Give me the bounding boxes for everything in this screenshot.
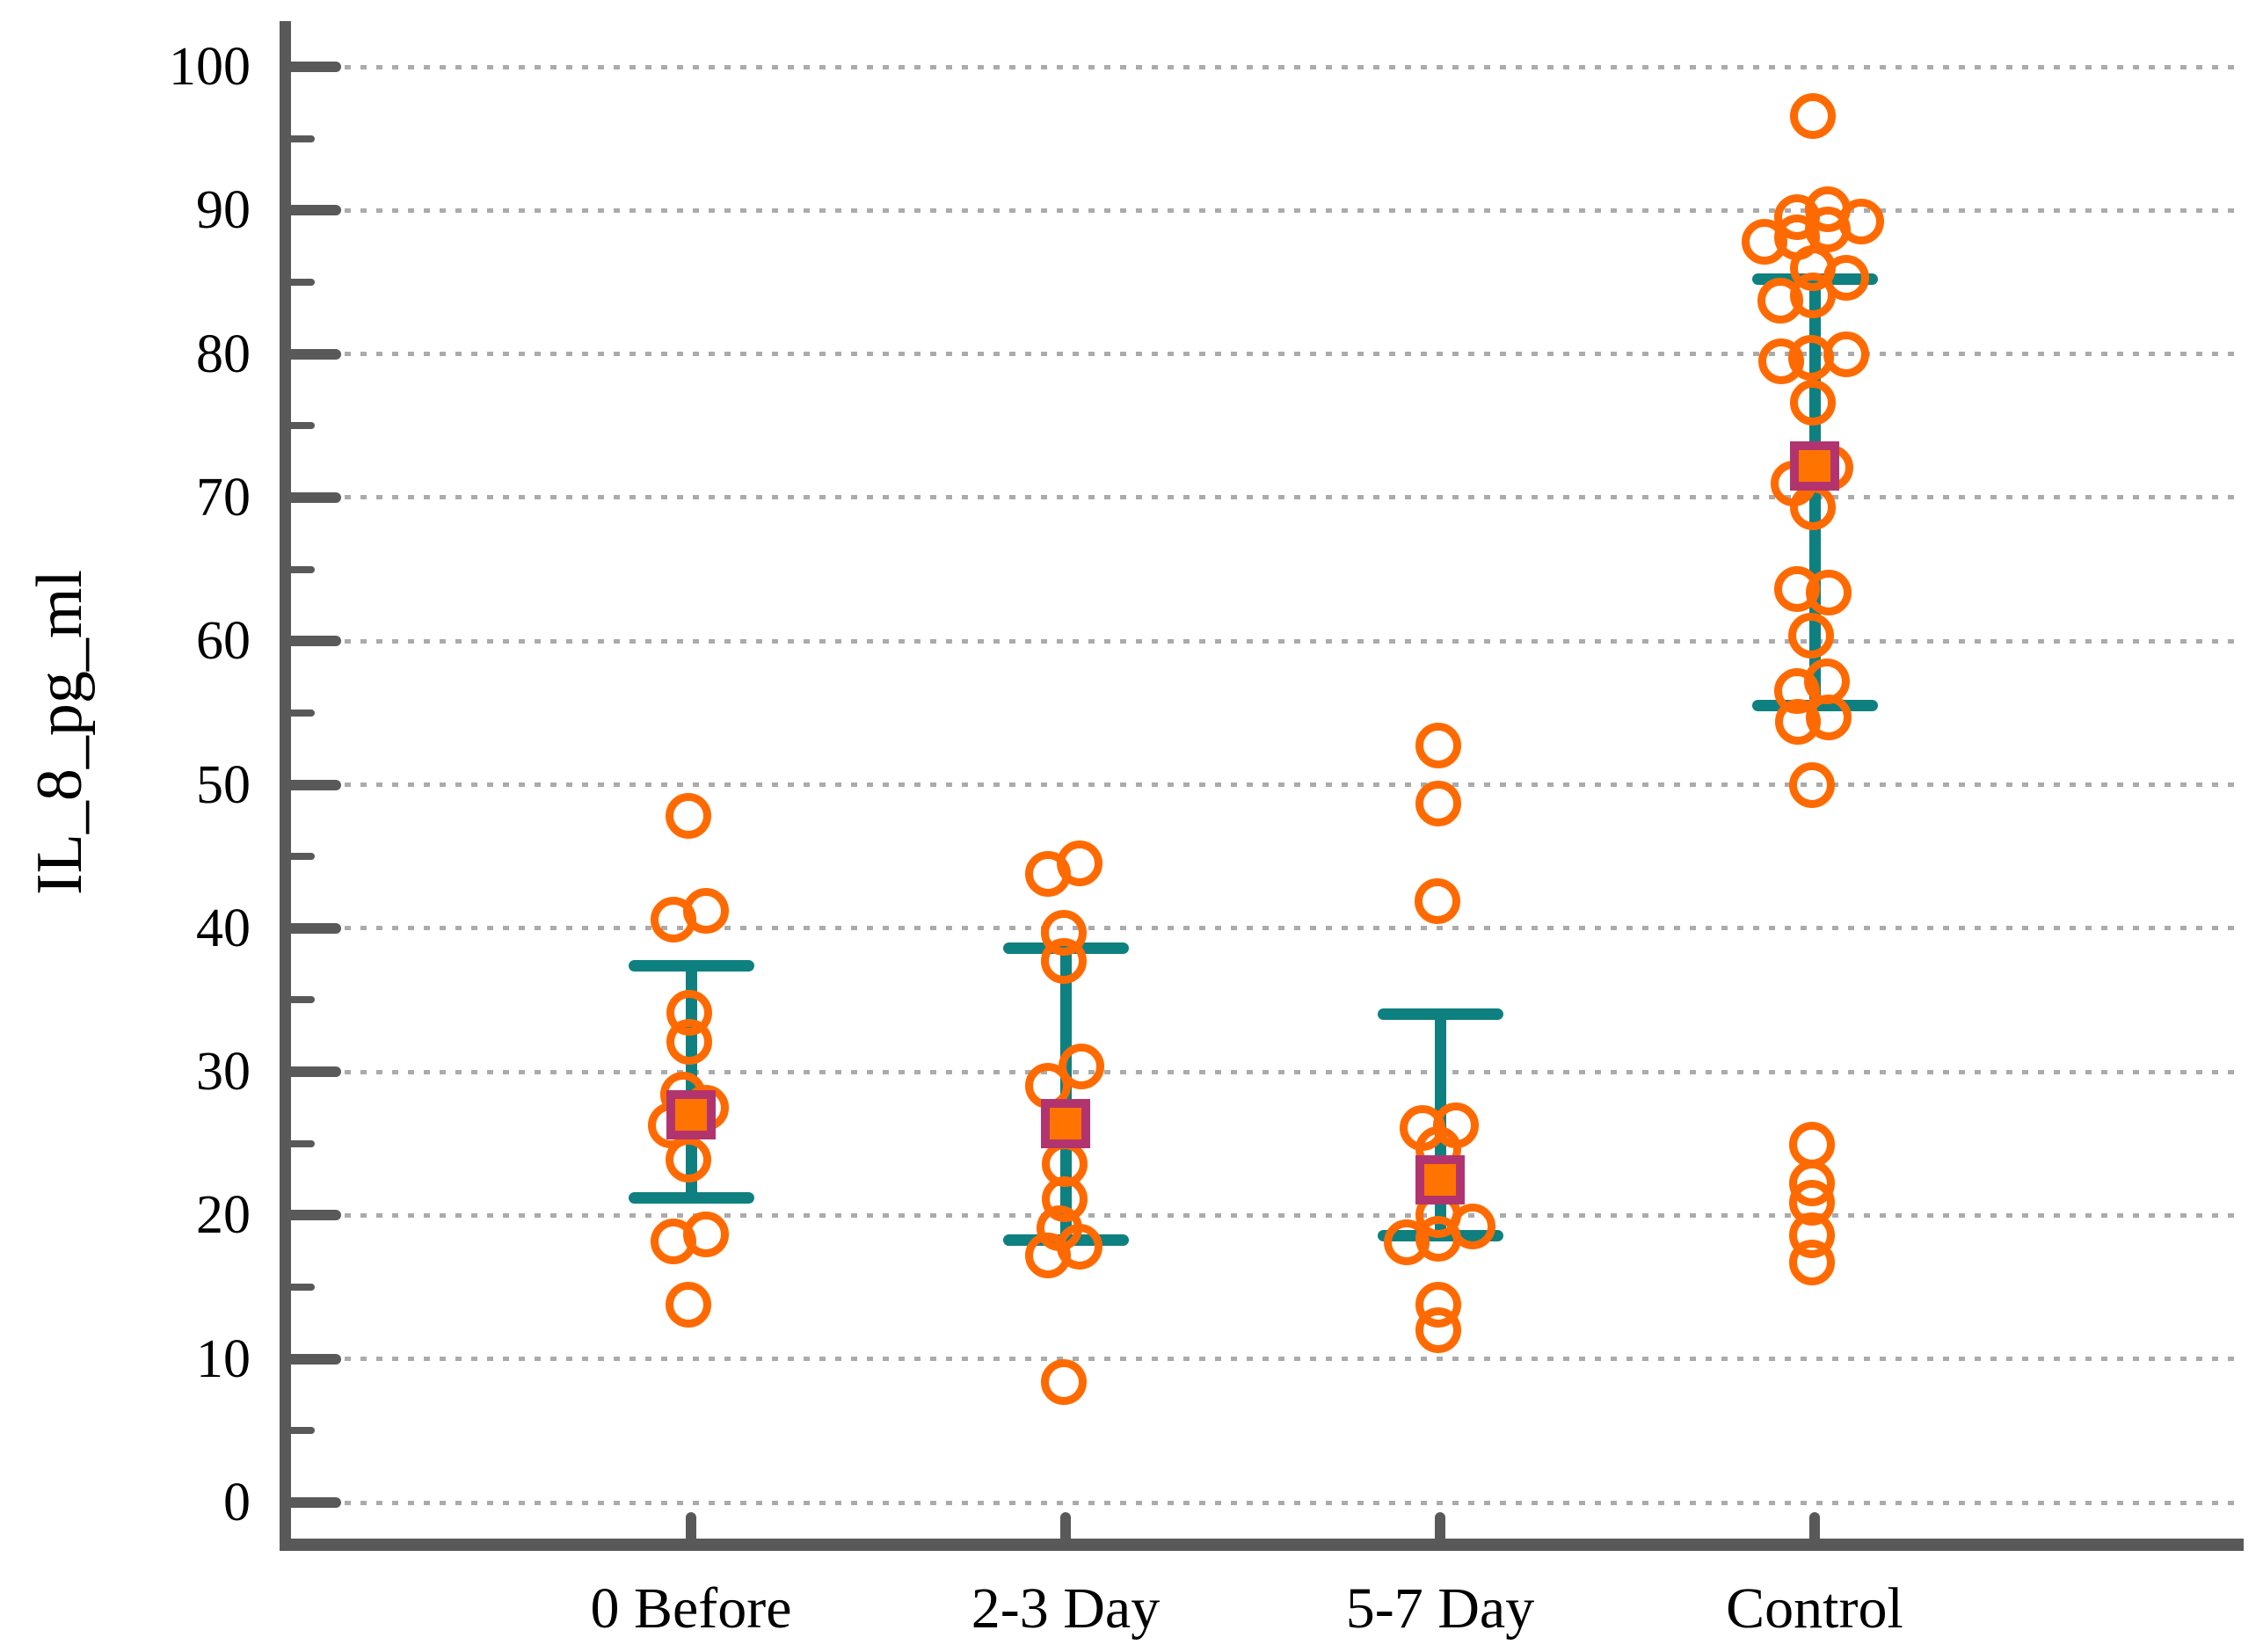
y-gridline [345, 782, 2238, 787]
y-major-tick [280, 1353, 341, 1365]
data-point-circle [1757, 278, 1803, 324]
y-tick-label: 70 [196, 467, 251, 528]
mean-square [1041, 1098, 1090, 1148]
y-major-tick [280, 1497, 341, 1508]
y-minor-tick [280, 422, 315, 430]
y-minor-tick [280, 996, 315, 1004]
data-point-circle [1041, 1358, 1087, 1405]
y-gridline [345, 64, 2238, 69]
mean-square [666, 1090, 716, 1140]
whisker-cap [628, 1192, 754, 1204]
whisker-cap [628, 959, 754, 972]
y-tick-label: 60 [196, 611, 251, 672]
data-point-circle [1789, 761, 1835, 808]
data-point-circle [1025, 850, 1071, 897]
x-major-tick [686, 1512, 696, 1539]
data-point-circle [1806, 569, 1852, 615]
data-point-circle [1742, 219, 1787, 266]
data-point-circle [1059, 1043, 1104, 1089]
y-gridline [345, 1069, 2238, 1074]
data-point-circle [1415, 877, 1460, 924]
data-point-circle [651, 897, 696, 942]
y-gridline [345, 638, 2238, 644]
category-label: 0 Before [590, 1576, 792, 1641]
y-major-tick [280, 779, 341, 790]
data-point-circle [1788, 612, 1834, 659]
y-tick-label: 10 [196, 1328, 251, 1389]
y-major-tick [280, 636, 341, 647]
data-point-circle [1790, 380, 1836, 426]
data-point-circle [651, 1218, 696, 1264]
y-major-tick [280, 922, 341, 934]
y-gridline [345, 926, 2238, 931]
y-major-tick [280, 62, 341, 72]
data-point-circle [1041, 938, 1087, 985]
y-tick-label: 20 [196, 1185, 251, 1246]
y-major-tick [280, 1210, 341, 1221]
whisker-cap [1377, 1008, 1503, 1021]
category-label: Control [1726, 1576, 1903, 1641]
y-minor-tick [280, 853, 315, 861]
data-point-circle [1775, 698, 1821, 745]
y-minor-tick [280, 278, 315, 286]
y-minor-tick [280, 135, 315, 142]
x-major-tick [1809, 1512, 1820, 1539]
y-axis-line [280, 21, 291, 1551]
y-tick-label: 50 [196, 754, 251, 815]
data-point-circle [1790, 92, 1836, 139]
data-point-circle [666, 1018, 712, 1065]
data-point-circle [1758, 338, 1804, 384]
x-axis-line [280, 1539, 2244, 1551]
x-major-tick [1435, 1512, 1445, 1539]
category-label: 5-7 Day [1345, 1576, 1535, 1641]
y-major-tick [280, 348, 341, 360]
x-major-tick [1060, 1512, 1071, 1539]
y-minor-tick [280, 1284, 315, 1292]
y-tick-label: 100 [169, 37, 251, 97]
data-point-circle [1790, 484, 1836, 531]
y-tick-label: 40 [196, 898, 251, 958]
data-point-circle [666, 1136, 711, 1183]
y-minor-tick [280, 709, 315, 717]
y-minor-tick [280, 1427, 315, 1435]
y-major-tick [280, 491, 341, 503]
y-minor-tick [280, 565, 315, 573]
y-tick-label: 0 [223, 1473, 251, 1532]
category-label: 2-3 Day [971, 1576, 1161, 1641]
data-point-circle [666, 1281, 711, 1328]
mean-square [1790, 440, 1839, 491]
data-point-circle [1415, 1307, 1461, 1354]
data-point-circle [1789, 1240, 1835, 1286]
data-point-circle [1384, 1219, 1430, 1266]
data-point-circle [666, 793, 711, 840]
y-gridline [345, 1212, 2238, 1218]
data-point-circle [1415, 780, 1461, 826]
y-major-tick [280, 1066, 341, 1078]
data-point-circle [1415, 723, 1461, 769]
y-tick-label: 80 [196, 324, 251, 384]
y-gridline [345, 352, 2238, 357]
y-gridline [345, 207, 2238, 213]
y-tick-label: 90 [196, 180, 251, 241]
y-gridline [345, 495, 2238, 500]
y-minor-tick [280, 1139, 315, 1147]
y-gridline [345, 1357, 2238, 1362]
data-point-circle [1025, 1233, 1071, 1279]
y-major-tick [280, 205, 341, 216]
mean-square [1415, 1154, 1465, 1204]
y-tick-label: 30 [196, 1042, 251, 1103]
y-gridline [345, 1500, 2238, 1505]
